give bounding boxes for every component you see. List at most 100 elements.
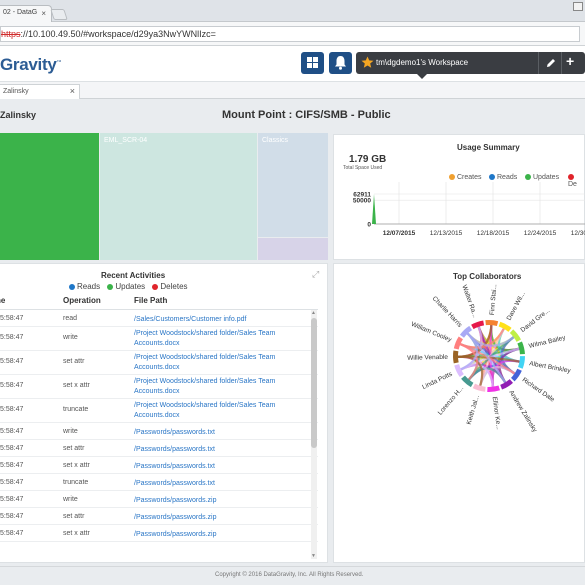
divider	[538, 52, 539, 74]
chord-arc	[498, 321, 512, 332]
legend-updates[interactable]: Updates	[107, 282, 145, 291]
operation-cell: truncate	[63, 406, 89, 413]
table-row[interactable]: 5:58:47 set x attr/Passwords/passwords.tx…	[0, 457, 318, 474]
legend-updates[interactable]: Updates	[525, 174, 559, 181]
chord-arc	[453, 336, 463, 350]
apps-grid-button[interactable]	[301, 52, 324, 74]
column-header-file-path[interactable]: File Path	[134, 296, 168, 305]
chord-arc	[509, 329, 522, 342]
treemap-tile[interactable]	[0, 133, 99, 260]
table-row[interactable]: 5:58:47 write/Passwords/passwords.zip	[0, 491, 318, 508]
file-path-link[interactable]: /Passwords/passwords.txt	[134, 429, 215, 436]
chord-arc	[487, 385, 501, 392]
chord-arc	[461, 375, 474, 388]
time-cell: 5:58:47	[0, 315, 24, 322]
time-cell: 5:58:47	[0, 462, 24, 469]
logo[interactable]: Gravity™	[0, 55, 61, 75]
column-header-operation[interactable]: Operation	[63, 296, 101, 305]
table-row[interactable]: 5:58:47 write/Passwords/passwords.txt	[0, 423, 318, 440]
file-path-link[interactable]: /Passwords/passwords.zip	[134, 531, 217, 538]
legend-deletes[interactable]: Deletes	[152, 282, 188, 291]
legend-deletes[interactable]: De	[568, 174, 584, 188]
table-row[interactable]: 5:58:47 truncate/Project Woodstock/shared…	[0, 399, 318, 423]
collaborator-label: Albert Brinkley	[529, 360, 572, 375]
logo-text: Gravity	[0, 55, 57, 74]
table-row[interactable]: 5:58:47 read/Sales/Customers/Customer inf…	[0, 310, 318, 327]
dot-icon	[107, 284, 114, 290]
new-tab-button[interactable]	[50, 9, 68, 20]
chord-arc	[472, 383, 486, 392]
collaborator-label: Lorenzo H...	[437, 385, 465, 417]
url-text: ://10.100.49.50/#workspace/d29ya3NwYWNlI…	[20, 29, 216, 39]
collaborator-label: Finn Stai...	[489, 284, 498, 316]
file-path-link[interactable]: /Sales/Customers/Customer info.pdf	[134, 316, 247, 323]
collaborators-chord-diagram: Walter Ra... Finn Stai... Dave Wil...David…	[407, 284, 572, 434]
operation-cell: set attr	[63, 358, 85, 365]
tab-zalinsky[interactable]: Zalinsky ×	[0, 84, 80, 99]
file-path-link[interactable]: /Project Woodstock/shared folder/Sales T…	[134, 402, 276, 419]
activity-table: 5:58:47 read/Sales/Customers/Customer inf…	[0, 310, 318, 542]
close-tab-icon[interactable]: ×	[41, 9, 46, 18]
collaborator-label: Keith Jal...	[466, 394, 481, 425]
legend-label: Creates	[457, 174, 482, 181]
chord-arc	[511, 368, 522, 382]
dot-icon	[152, 284, 159, 290]
collaborator-label: Richard Dale	[521, 377, 556, 404]
browser-tab[interactable]: 02 - DataG ×	[0, 5, 52, 22]
address-bar: https://10.100.49.50/#workspace/d29ya3Nw…	[0, 22, 585, 46]
grid-icon	[307, 57, 318, 68]
file-path-link[interactable]: /Passwords/passwords.txt	[134, 480, 215, 487]
close-icon[interactable]: ×	[69, 86, 75, 96]
dot-icon	[568, 174, 574, 180]
file-path-link[interactable]: /Passwords/passwords.txt	[134, 463, 215, 470]
dot-icon	[525, 174, 531, 180]
url-field[interactable]: https://10.100.49.50/#workspace/d29ya3Nw…	[0, 26, 580, 42]
notifications-button[interactable]	[329, 52, 352, 74]
table-row[interactable]: 5:58:47 set attr/Passwords/passwords.zip	[0, 508, 318, 525]
divider	[0, 309, 318, 310]
legend-label: Reads	[497, 174, 518, 181]
operation-cell: set attr	[63, 445, 85, 452]
column-header-time[interactable]: ne	[0, 296, 6, 305]
legend-label: De	[568, 181, 577, 188]
file-path-link[interactable]: /Project Woodstock/shared folder/Sales T…	[134, 354, 276, 371]
time-cell: 5:58:47	[0, 406, 24, 413]
url-scheme: https	[1, 29, 21, 39]
copyright-text: Copyright © 2016 DataGravity, Inc. All R…	[215, 572, 364, 578]
treemap-tile[interactable]: EML_SCR-04	[100, 133, 257, 260]
file-path-link[interactable]: /Passwords/passwords.txt	[134, 446, 215, 453]
window-restore-button[interactable]	[573, 2, 583, 11]
table-row[interactable]: 5:58:47 set x attr/Project Woodstock/shar…	[0, 375, 318, 399]
file-path-link[interactable]: /Project Woodstock/shared folder/Sales T…	[134, 378, 276, 395]
scroll-thumb[interactable]	[311, 318, 317, 448]
table-row[interactable]: 5:58:47 set attr/Passwords/passwords.txt	[0, 440, 318, 457]
pencil-icon[interactable]	[544, 56, 558, 70]
file-path-link[interactable]: /Passwords/passwords.zip	[134, 514, 217, 521]
legend-reads[interactable]: Reads	[69, 282, 100, 291]
workspace-selector[interactable]: tm\dgdemo1's Workspace +	[356, 52, 585, 74]
treemap-tile[interactable]	[258, 238, 328, 260]
operation-cell: set attr	[63, 513, 85, 520]
table-row[interactable]: 5:58:47 write/Project Woodstock/shared fo…	[0, 327, 318, 351]
legend-creates[interactable]: Creates	[449, 174, 482, 181]
table-row[interactable]: 5:58:47 truncate/Passwords/passwords.txt	[0, 474, 318, 491]
user-name: Zalinsky	[0, 110, 37, 120]
file-path-link[interactable]: /Passwords/passwords.zip	[134, 497, 217, 504]
file-path-link[interactable]: /Project Woodstock/shared folder/Sales T…	[134, 330, 276, 347]
recent-activities-panel: Recent Activities Reads Updates Deletes …	[0, 263, 328, 563]
table-row[interactable]: 5:58:47 set attr/Project Woodstock/shared…	[0, 351, 318, 375]
scrollbar[interactable]: ▲ ▼	[311, 310, 317, 559]
legend-reads[interactable]: Reads	[489, 174, 517, 181]
scroll-up-icon[interactable]: ▲	[311, 310, 316, 316]
total-space-caption: Total Space Used	[343, 165, 383, 171]
treemap-tile[interactable]: Classics	[258, 133, 328, 237]
scroll-down-icon[interactable]: ▼	[311, 553, 316, 559]
table-row[interactable]: 5:58:47 set x attr/Passwords/passwords.zi…	[0, 525, 318, 542]
time-cell: 5:58:47	[0, 358, 24, 365]
add-workspace-button[interactable]: +	[566, 53, 575, 69]
operation-cell: write	[63, 334, 78, 341]
recent-legend: Reads Updates Deletes	[69, 282, 193, 291]
expand-icon[interactable]: ⤢	[312, 269, 320, 279]
collaborator-label: Ellinor Ke...	[491, 396, 502, 430]
